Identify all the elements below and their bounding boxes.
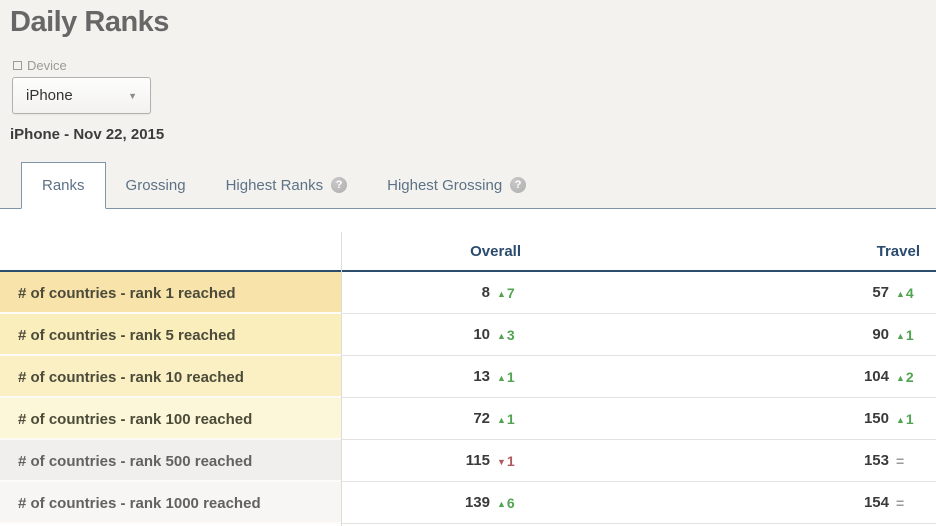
overall-value-cell: 8 ▲7 (341, 272, 537, 314)
travel-value-cell: 150 ▲1 (537, 398, 936, 440)
overall-change: ▲3 (497, 326, 515, 343)
page-title: Daily Ranks (10, 6, 169, 38)
row-label: # of countries - rank 1000 reached (0, 482, 341, 524)
arrow-up-icon: ▲ (497, 288, 506, 299)
overall-value-cell: 72 ▲1 (341, 398, 537, 440)
column-divider (341, 232, 342, 526)
overall-change: ▲1 (497, 368, 515, 385)
row-label: # of countries - rank 500 reached (0, 440, 341, 482)
question-icon[interactable]: ? (331, 177, 348, 193)
overall-value-cell: 10 ▲3 (341, 314, 537, 356)
travel-count: 104 (863, 368, 889, 385)
overall-change: ▼1 (497, 452, 515, 469)
table-row: # of countries - rank 5 reached 10 ▲3 90… (0, 314, 936, 356)
table-body: # of countries - rank 1 reached 8 ▲7 57 … (0, 272, 936, 524)
table-row: # of countries - rank 1000 reached 139 ▲… (0, 482, 936, 524)
travel-count: 153 (863, 452, 889, 469)
travel-count: 90 (872, 326, 889, 343)
arrow-up-icon: ▲ (896, 414, 905, 425)
overall-value-cell: 115 ▼1 (341, 440, 537, 482)
arrow-up-icon: ▲ (497, 330, 506, 341)
arrow-up-icon: ▲ (497, 414, 506, 425)
overall-count: 8 (481, 284, 490, 301)
overall-count: 139 (464, 494, 490, 511)
arrow-up-icon: ▲ (896, 288, 905, 299)
travel-change: ▲2 (896, 368, 914, 385)
arrow-up-icon: ▲ (497, 498, 506, 509)
arrow-up-icon: ▲ (896, 372, 905, 383)
travel-value-cell: 153 = (537, 440, 936, 482)
device-dropdown[interactable]: iPhone ▼ (12, 77, 151, 114)
travel-value-cell: 57 ▲4 (537, 272, 936, 314)
device-filter-label: Device (13, 58, 936, 73)
travel-count: 154 (863, 494, 889, 511)
device-dropdown-value: iPhone (26, 87, 73, 104)
chevron-down-icon: ▼ (128, 90, 137, 101)
travel-change: = (896, 494, 905, 511)
row-label: # of countries - rank 1 reached (0, 272, 341, 314)
arrow-down-icon: ▼ (497, 456, 506, 467)
overall-value-cell: 13 ▲1 (341, 356, 537, 398)
travel-count: 57 (872, 284, 889, 301)
table-row: # of countries - rank 1 reached 8 ▲7 57 … (0, 272, 936, 314)
travel-change: ▲4 (896, 284, 914, 301)
travel-value-cell: 90 ▲1 (537, 314, 936, 356)
overall-count: 10 (473, 326, 490, 343)
overall-count: 13 (473, 368, 490, 385)
device-filter-label-text: Device (27, 58, 67, 73)
table-row: # of countries - rank 100 reached 72 ▲1 … (0, 398, 936, 440)
column-header-overall: Overall (470, 242, 521, 260)
tab-ranks[interactable]: Ranks ? (21, 162, 106, 209)
overall-count: 115 (465, 452, 490, 469)
overall-value-cell: 139 ▲6 (341, 482, 537, 524)
tab-highest-grossing[interactable]: Highest Grossing ? (367, 162, 546, 208)
row-label: # of countries - rank 10 reached (0, 356, 341, 398)
tab-bar: Ranks ? Grossing ? Highest Ranks ? Highe… (0, 162, 936, 209)
row-label: # of countries - rank 5 reached (0, 314, 341, 356)
travel-change: = (896, 452, 905, 469)
tab-highest-ranks[interactable]: Highest Ranks ? (206, 162, 368, 208)
travel-value-cell: 154 = (537, 482, 936, 524)
travel-change: ▲1 (896, 326, 914, 343)
tab-content: Overall Travel # of countries - rank 1 r… (0, 209, 936, 526)
overall-change: ▲6 (497, 494, 515, 511)
arrow-up-icon: ▲ (497, 372, 506, 383)
overall-change: ▲1 (497, 410, 515, 427)
row-label: # of countries - rank 100 reached (0, 398, 341, 440)
travel-count: 150 (863, 410, 889, 427)
question-icon[interactable]: ? (510, 177, 527, 193)
tab-grossing[interactable]: Grossing ? (125, 176, 186, 194)
overall-change: ▲7 (497, 284, 515, 301)
report-subtitle: iPhone - Nov 22, 2015 (10, 126, 165, 143)
table-header-row: Overall Travel (0, 232, 936, 272)
travel-change: ▲1 (896, 410, 914, 427)
checkbox-icon (13, 61, 22, 70)
column-header-travel: Travel (876, 242, 920, 260)
table-row: # of countries - rank 500 reached 115 ▼1… (0, 440, 936, 482)
overall-count: 72 (473, 410, 490, 427)
table-row: # of countries - rank 10 reached 13 ▲1 1… (0, 356, 936, 398)
arrow-up-icon: ▲ (896, 330, 905, 341)
travel-value-cell: 104 ▲2 (537, 356, 936, 398)
ranks-table: Overall Travel # of countries - rank 1 r… (0, 232, 936, 524)
